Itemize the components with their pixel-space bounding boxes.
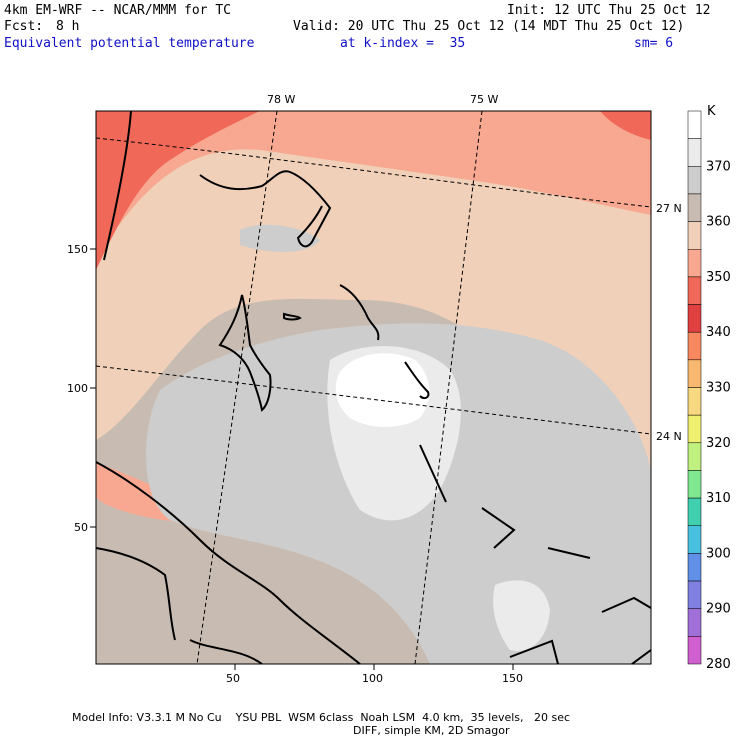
colorbar-swatch [687,470,702,499]
colorbar-swatch [687,580,702,609]
x-tick-labels: 50 100 150 [226,672,523,685]
colorbar-swatch [687,304,702,333]
colorbar-swatch [687,276,702,305]
colorbar-swatch [687,525,702,554]
x-tick-150: 150 [502,672,523,685]
colorbar: K 370 360 350 340 330 320 310 300 290 280 [687,104,731,672]
x-tick-50: 50 [226,672,240,685]
forecast-label: Fcst: [4,19,44,34]
colorbar-swatch [687,553,702,582]
graticule-labels: 78 W 75 W 27 N 24 N [267,93,682,443]
theta-e-field [96,111,651,664]
colorbar-level-360: 360 [706,215,731,230]
model-title: 4km EM-WRF -- NCAR/MMM for TC [4,3,231,18]
level-index: at k-index = 35 [340,36,466,51]
colorbar-swatch [687,193,702,222]
lon-label-78w: 78 W [267,93,295,106]
x-tick-100: 100 [362,672,383,685]
graticule [96,111,651,664]
lat-label-24n: 24 N [656,430,682,443]
colorbar-swatch [687,331,702,361]
colorbar-swatch [687,608,702,637]
colorbar-level-340: 340 [706,325,731,340]
forecast-hours: 8 h [56,19,80,34]
colorbar-swatch [687,359,702,388]
y-tick-100: 100 [67,382,88,395]
colorbar-level-370: 370 [706,159,731,174]
model-info: Model Info: V3.3.1 M No Cu YSU PBL WSM 6… [72,711,571,724]
colorbar-level-330: 330 [706,381,731,396]
colorbar-level-320: 320 [706,436,731,451]
field-name: Equivalent potential temperature [4,36,255,51]
colorbar-swatch [687,110,702,139]
colorbar-swatch [687,138,702,167]
coastlines [95,110,652,665]
colorbar-swatch [687,497,702,527]
colorbar-swatch [687,221,702,250]
lat-label-27n: 27 N [656,202,682,215]
init-time: Init: 12 UTC Thu 25 Oct 12 [507,3,711,18]
valid-time: Valid: 20 UTC Thu 25 Oct 12 (14 MDT Thu … [293,19,685,34]
colorbar-swatch [687,249,702,278]
axis-ticks [90,248,514,670]
colorbar-swatch [687,414,702,444]
y-tick-150: 150 [67,243,88,256]
y-tick-50: 50 [74,521,88,534]
colorbar-level-280: 280 [706,657,731,672]
y-tick-labels: 150 100 50 [67,243,88,534]
colorbar-unit: K [707,104,716,119]
colorbar-level-290: 290 [706,602,731,617]
colorbar-level-300: 300 [706,546,731,561]
lon-label-75w: 75 W [470,93,498,106]
colorbar-level-310: 310 [706,491,731,506]
smoothing: sm= 6 [634,36,674,51]
colorbar-swatch [687,387,702,416]
colorbar-level-350: 350 [706,270,731,285]
colorbar-swatch [687,166,702,195]
colorbar-swatch [687,636,702,665]
colorbar-swatch [687,442,702,471]
model-info-2: DIFF, simple KM, 2D Smagor [353,724,510,737]
